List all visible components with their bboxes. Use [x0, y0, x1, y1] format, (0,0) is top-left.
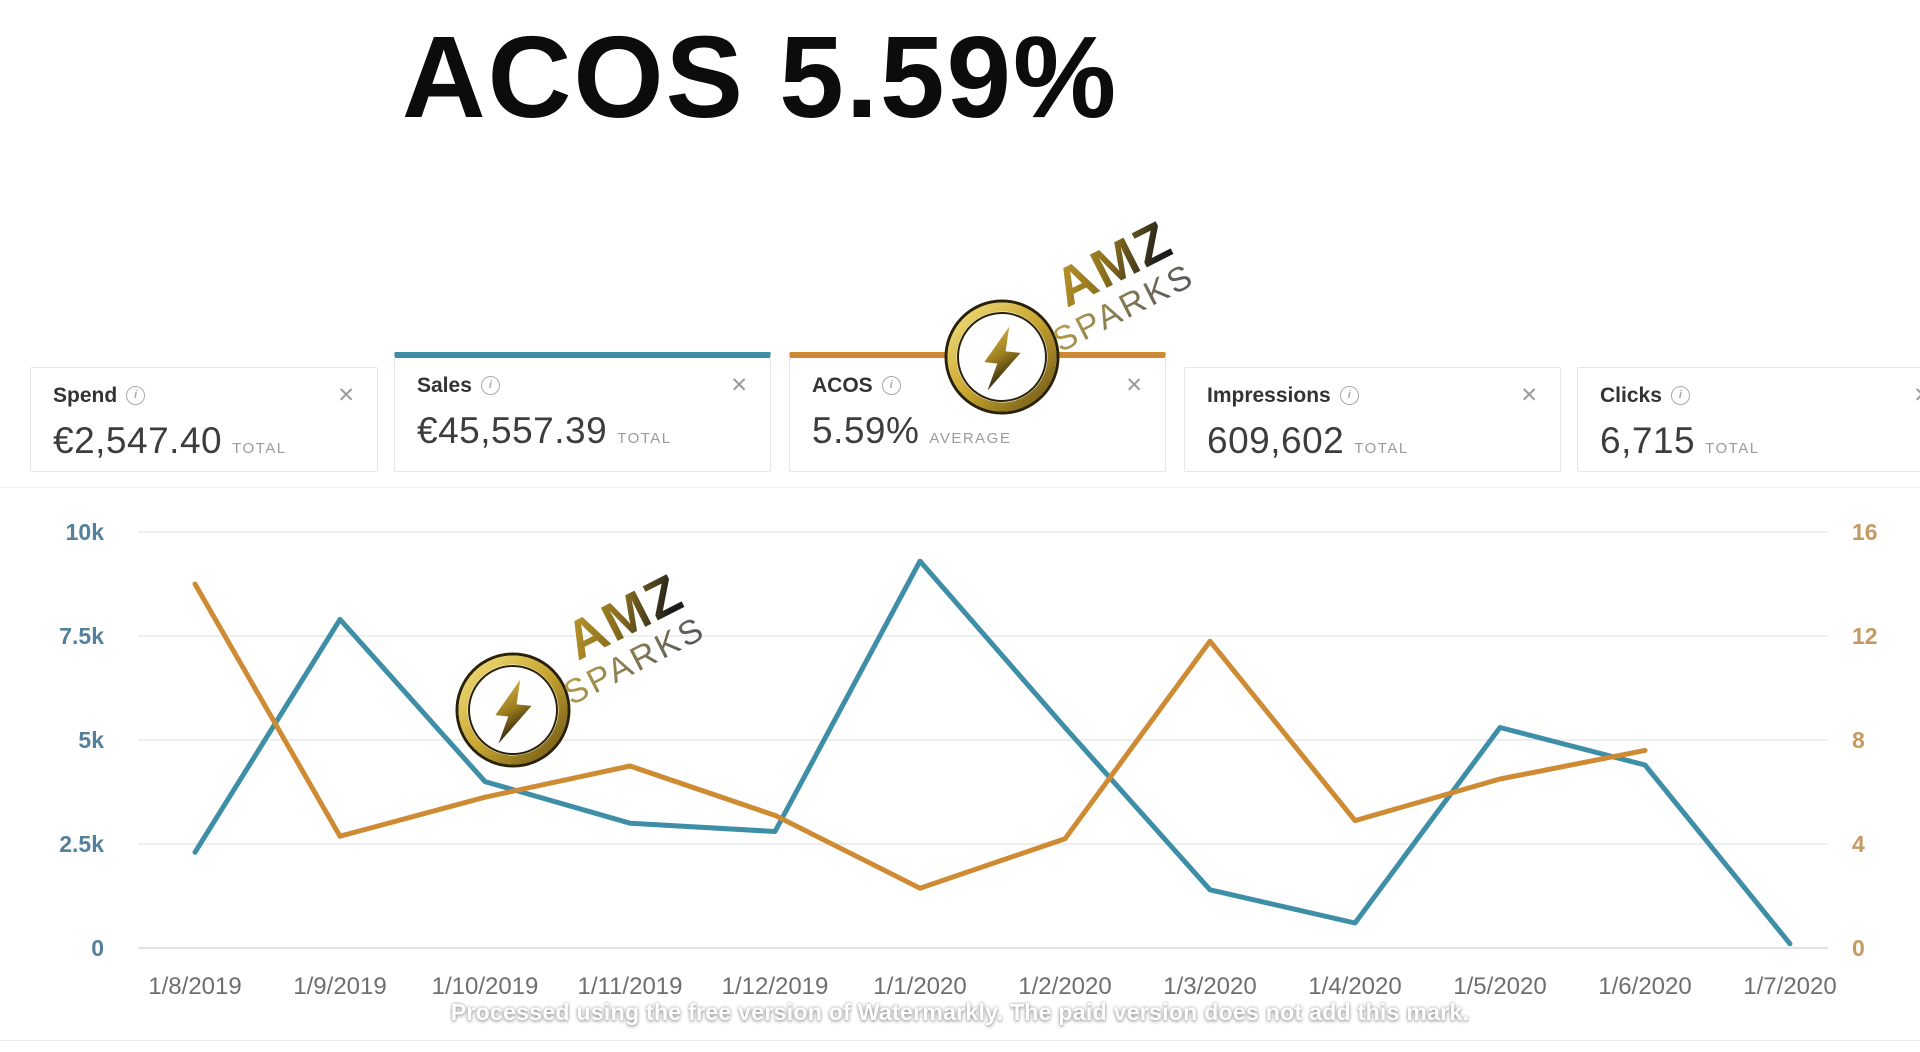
logo-sparks-text: SPARKS: [1047, 256, 1201, 360]
metric-label: Sales: [417, 373, 472, 397]
metric-label: Spend: [53, 383, 118, 407]
logo-amz-text: AMZ: [1045, 210, 1182, 319]
info-icon[interactable]: i: [1339, 386, 1359, 405]
close-icon[interactable]: ✕: [1125, 374, 1143, 397]
left-axis-tick: 2.5k: [59, 831, 104, 857]
metric-unit: TOTAL: [617, 430, 672, 447]
right-axis-tick: 4: [1852, 831, 1865, 857]
x-axis-label: 1/3/2020: [1163, 973, 1256, 1000]
metric-card-sales[interactable]: Sales i ✕ €45,557.39 TOTAL: [394, 352, 771, 472]
right-axis-tick: 16: [1852, 519, 1878, 545]
watermarkly-footer-text: Processed using the free version of Wate…: [450, 999, 1470, 1025]
metric-card-acos[interactable]: ACOS i ✕ 5.59% AVERAGE: [789, 352, 1166, 472]
x-axis-label: 1/2/2020: [1018, 973, 1111, 1000]
close-icon[interactable]: ✕: [1913, 383, 1920, 408]
metric-value: 609,602: [1207, 420, 1345, 461]
metric-card-clicks[interactable]: Clicks i ✕ 6,715 TOTAL: [1577, 367, 1920, 472]
metric-unit: TOTAL: [1705, 440, 1760, 457]
metric-label: Impressions: [1207, 383, 1331, 407]
metric-value: €45,557.39: [417, 410, 608, 451]
info-icon[interactable]: i: [881, 376, 901, 395]
x-axis-label: 1/4/2020: [1308, 973, 1401, 1000]
bottom-divider: [0, 1040, 1920, 1041]
x-axis-label: 1/8/2019: [148, 973, 241, 1000]
x-axis-label: 1/12/2019: [722, 973, 829, 1000]
metric-card-spend[interactable]: Spend i ✕ €2,547.40 TOTAL: [30, 367, 378, 472]
x-axis-label: 1/9/2019: [293, 973, 386, 1000]
right-axis-tick: 8: [1852, 727, 1865, 753]
x-axis-label: 1/1/2020: [873, 973, 966, 1000]
acos-line: [192, 581, 1648, 891]
right-axis-tick: 12: [1852, 623, 1878, 649]
left-axis-tick: 7.5k: [59, 623, 104, 649]
left-axis-tick: 0: [91, 935, 104, 961]
chart-panel: [0, 487, 1920, 1041]
metric-value: 5.59%: [812, 410, 920, 451]
x-axis-label: 1/6/2020: [1598, 973, 1691, 1000]
sales-line: [192, 558, 1793, 947]
close-icon[interactable]: ✕: [337, 384, 355, 407]
metric-value: 6,715: [1600, 420, 1696, 461]
x-axis-label: 1/7/2020: [1743, 973, 1836, 1000]
x-axis-label: 1/5/2020: [1453, 973, 1546, 1000]
x-axis-label: 1/11/2019: [578, 973, 683, 1000]
metric-unit: AVERAGE: [929, 430, 1012, 447]
metric-label: Clicks: [1600, 383, 1662, 407]
metric-value: €2,547.40: [53, 420, 223, 461]
close-icon[interactable]: ✕: [730, 374, 748, 397]
metrics-line-chart: 10k 16 7.5k 12 5k 8 2.5k 4 0 0 1/8/2019 1/9/2019 1/1…: [59, 519, 1878, 1000]
left-axis-tick: 10k: [66, 519, 105, 545]
info-icon[interactable]: i: [1670, 386, 1690, 405]
metric-unit: TOTAL: [1354, 440, 1409, 457]
info-icon[interactable]: i: [126, 386, 146, 405]
right-axis-tick: 0: [1852, 935, 1865, 961]
metric-label: ACOS: [812, 373, 873, 397]
metric-card-impressions[interactable]: Impressions i ✕ 609,602 TOTAL: [1184, 367, 1561, 472]
info-icon[interactable]: i: [480, 376, 500, 395]
x-axis-label: 1/10/2019: [432, 973, 539, 1000]
close-icon[interactable]: ✕: [1520, 384, 1538, 407]
page-title: ACOS 5.59%: [401, 12, 1119, 142]
metric-unit: TOTAL: [232, 440, 287, 457]
left-axis-tick: 5k: [78, 727, 104, 753]
